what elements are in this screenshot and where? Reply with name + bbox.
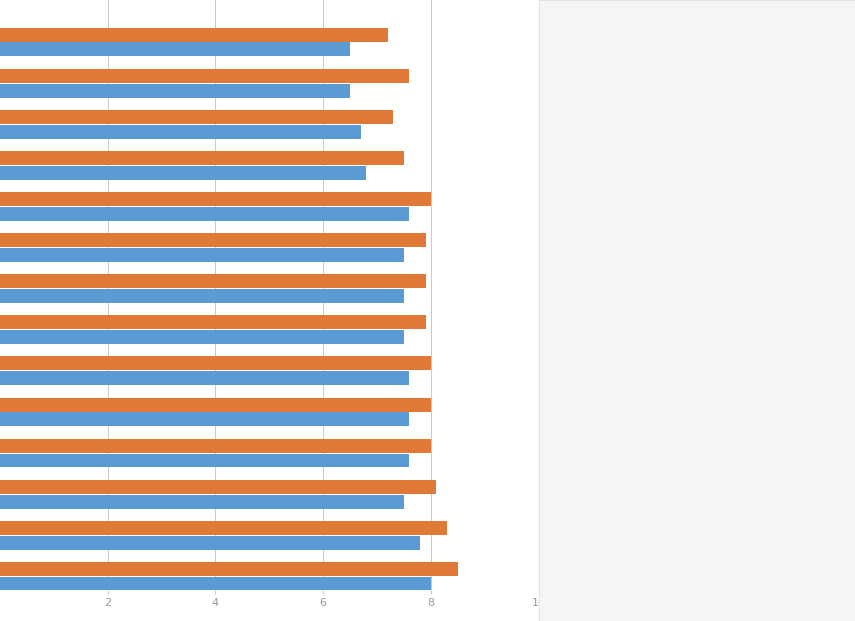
Bar <box>0 577 431 591</box>
Bar <box>0 125 361 138</box>
Bar <box>0 207 410 221</box>
Bar <box>0 453 410 468</box>
Bar <box>0 438 431 453</box>
Bar <box>0 69 410 83</box>
Bar <box>0 42 351 57</box>
Bar <box>0 494 404 509</box>
Bar <box>0 151 404 165</box>
Bar <box>0 110 393 124</box>
Bar <box>0 315 426 329</box>
Bar <box>0 248 404 262</box>
Bar <box>0 536 420 550</box>
Bar <box>0 166 366 179</box>
Bar <box>0 233 426 247</box>
Bar <box>0 412 410 427</box>
Bar <box>0 480 436 494</box>
Bar <box>0 27 388 42</box>
Bar <box>0 192 431 206</box>
Bar <box>0 397 431 412</box>
Bar <box>0 371 410 385</box>
Bar <box>0 84 351 97</box>
Bar <box>0 274 426 288</box>
Bar <box>0 356 431 370</box>
Bar <box>0 289 404 303</box>
Bar <box>0 521 447 535</box>
Bar <box>0 330 404 344</box>
Bar <box>0 562 458 576</box>
